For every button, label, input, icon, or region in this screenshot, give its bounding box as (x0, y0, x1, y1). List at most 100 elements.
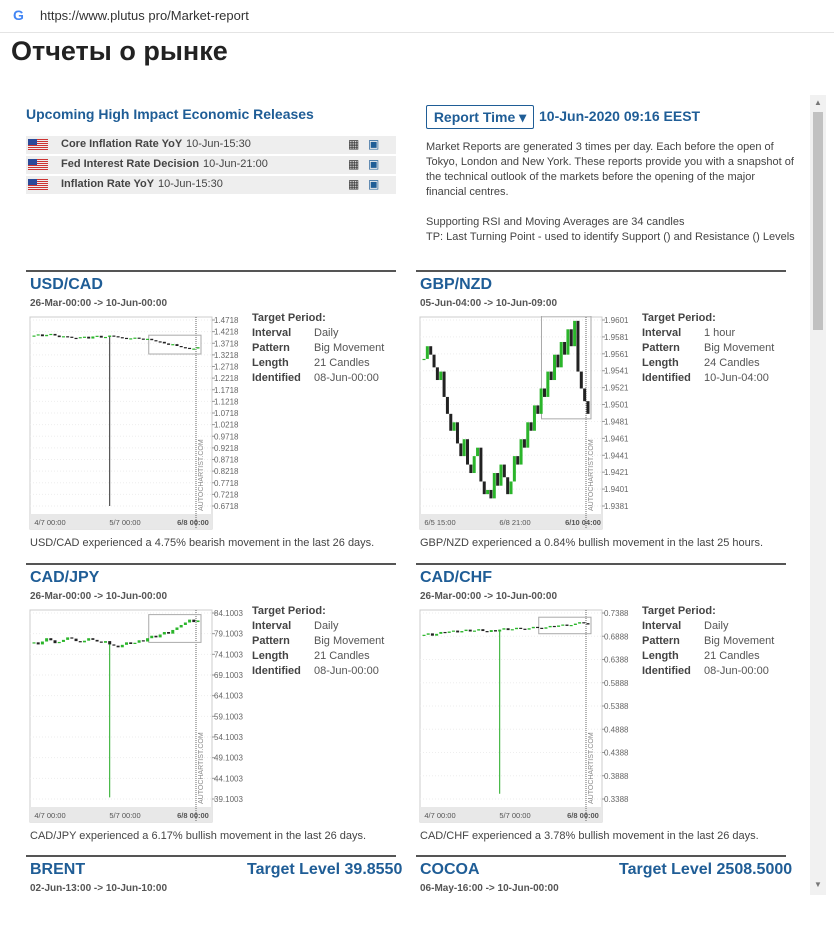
field-value: 08-Jun-00:00 (314, 665, 379, 677)
release-row (26, 156, 396, 174)
field-value: Daily (704, 620, 729, 632)
y-tick-label: 1.9521 (604, 384, 629, 393)
candle (443, 631, 447, 634)
candle (192, 619, 196, 623)
field-label: Length (252, 650, 289, 662)
candle (82, 640, 86, 643)
y-tick-label: 1.9441 (604, 451, 629, 460)
calendar-icon: ▦ (348, 137, 360, 151)
summary: GBP/NZD experienced a 0.84% bullish move… (420, 537, 764, 549)
y-tick-label: 54.1003 (214, 733, 243, 742)
target-title: Target Period: (252, 605, 326, 617)
candle (442, 371, 446, 397)
candle (451, 630, 455, 632)
candle (569, 624, 573, 627)
scrollbar[interactable]: ▲ ▼ (810, 95, 826, 895)
candle (146, 638, 150, 642)
x-axis-strip (30, 514, 212, 529)
candle (493, 630, 497, 632)
candle (120, 337, 124, 339)
panel-divider (26, 855, 396, 857)
scroll-up[interactable]: ▲ (814, 98, 822, 107)
x-tick-label: 5/7 00:00 (109, 518, 140, 527)
report-time-button[interactable]: Report Time ▾ (426, 105, 534, 129)
candle (449, 413, 453, 431)
candle (87, 336, 91, 339)
flag-icon (28, 179, 48, 190)
candle (539, 388, 543, 414)
candle (573, 623, 577, 625)
candle (116, 336, 120, 338)
candle (435, 633, 439, 636)
calendar-icon: ▦ (348, 177, 360, 191)
watermark: AUTOCHARTIST.COM (588, 439, 595, 511)
candle (536, 405, 540, 414)
address-bar[interactable] (0, 0, 834, 33)
paragraph: Supporting RSI and Moving Averages are 3… (426, 216, 685, 228)
candle (489, 630, 493, 632)
summary: CAD/JPY experienced a 6.17% bullish move… (30, 830, 367, 842)
candle (133, 337, 137, 339)
watermark: AUTOCHARTIST.COM (588, 732, 595, 804)
x-tick-label: 6/8 21:00 (499, 518, 530, 527)
y-tick-label: 0.5888 (604, 679, 629, 688)
x-tick-label: 5/7 00:00 (109, 811, 140, 820)
panel-divider (416, 855, 786, 857)
y-tick-label: 1.9461 (604, 434, 629, 443)
target-title: Target Period: (642, 312, 716, 324)
candle (559, 341, 563, 368)
price-chart: 1.9601 1.9581 1.9561 1.9541 1.9521 1.9501 1.94… (419, 316, 629, 530)
flag-stripe (28, 149, 48, 150)
candle (95, 335, 99, 337)
field-label: Identified (252, 372, 301, 384)
candle (526, 422, 530, 448)
candle (32, 335, 36, 337)
scroll-thumb[interactable] (813, 112, 823, 330)
candle (66, 336, 70, 338)
field-label: Interval (252, 620, 292, 632)
field-label: Length (642, 650, 679, 662)
candle (422, 358, 426, 361)
y-tick-label: 59.1003 (214, 712, 243, 721)
candle (576, 320, 580, 372)
candle (103, 336, 107, 339)
plot-frame (419, 609, 603, 823)
candle (430, 633, 434, 636)
y-tick-label: 1.9501 (604, 401, 629, 410)
button-label[interactable]: Report Time (433, 109, 516, 125)
x-tick-label: 5/7 00:00 (499, 811, 530, 820)
x-tick-label: 4/7 00:00 (34, 811, 65, 820)
field-label: Length (252, 357, 289, 369)
candle (108, 335, 112, 337)
releases-title: Upcoming High Impact Economic Releases (26, 106, 314, 122)
flag-stripe (28, 169, 48, 170)
candle (141, 640, 145, 642)
scroll-down[interactable]: ▼ (814, 880, 822, 889)
flag-canton (28, 179, 37, 185)
y-tick-label: 1.9601 (604, 316, 629, 325)
y-tick-label: 0.7218 (214, 490, 239, 499)
flag-stripe (28, 189, 48, 190)
target-box (540, 316, 592, 420)
x-axis-strip (420, 514, 602, 529)
candle (548, 625, 552, 628)
candle (112, 335, 116, 337)
candle (53, 640, 57, 644)
candle (116, 645, 120, 648)
y-tick-label: 0.9718 (214, 432, 239, 441)
candle (196, 347, 200, 349)
flag-stripe (28, 161, 48, 162)
x-tick-label: 4/7 00:00 (34, 518, 65, 527)
summary: CAD/CHF experienced a 3.78% bullish move… (420, 830, 759, 842)
candle (459, 443, 463, 457)
candle (183, 347, 187, 349)
candle (78, 337, 82, 339)
candle (70, 637, 74, 639)
candle (447, 631, 451, 633)
candle (425, 346, 429, 359)
field-label: Length (642, 357, 679, 369)
field-value: 08-Jun-00:00 (314, 372, 379, 384)
url[interactable]: https://www.plutus pro/Market-report (40, 8, 249, 23)
candle (426, 633, 430, 635)
